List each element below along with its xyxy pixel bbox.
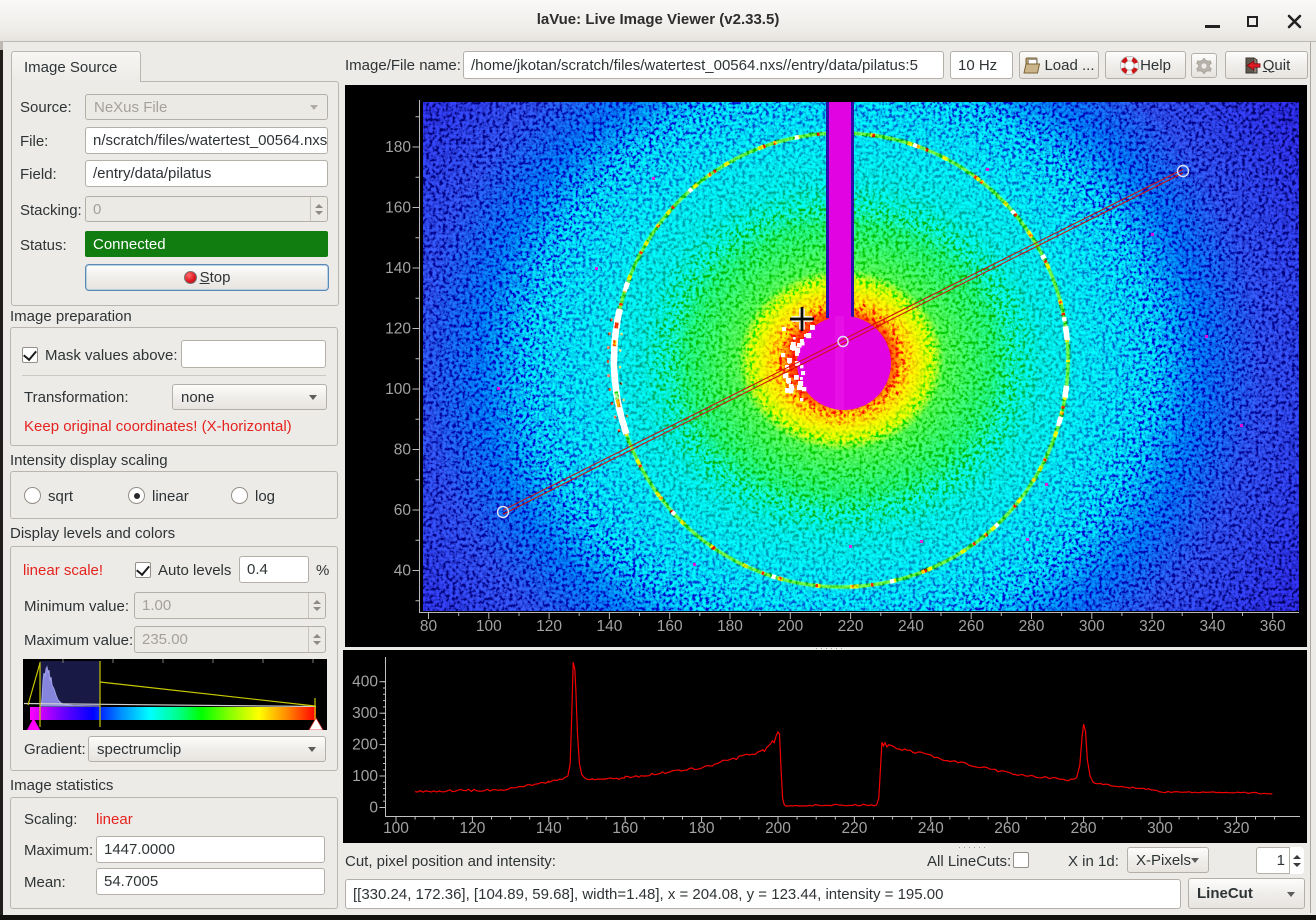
svg-text:320: 320 [1223, 820, 1249, 837]
svg-text:180: 180 [717, 618, 743, 635]
svg-text:240: 240 [918, 820, 944, 837]
svg-text:280: 280 [1019, 618, 1045, 635]
svg-text:300: 300 [1079, 618, 1105, 635]
svg-text:100: 100 [476, 618, 502, 635]
svg-text:140: 140 [596, 618, 622, 635]
svg-text:200: 200 [777, 618, 803, 635]
svg-text:260: 260 [994, 820, 1020, 837]
svg-text:40: 40 [394, 563, 412, 580]
svg-text:300: 300 [352, 705, 378, 722]
svg-text:240: 240 [898, 618, 924, 635]
svg-text:360: 360 [1260, 618, 1286, 635]
svg-text:140: 140 [385, 260, 411, 277]
svg-text:400: 400 [352, 674, 378, 691]
svg-text:200: 200 [765, 820, 791, 837]
svg-text:340: 340 [1199, 618, 1225, 635]
svg-text:100: 100 [352, 768, 378, 785]
svg-text:120: 120 [536, 618, 562, 635]
svg-text:160: 160 [385, 200, 411, 217]
svg-text:160: 160 [657, 618, 683, 635]
svg-text:80: 80 [420, 618, 438, 635]
svg-text:300: 300 [1147, 820, 1173, 837]
svg-text:60: 60 [394, 502, 412, 519]
svg-text:120: 120 [385, 321, 411, 338]
svg-text:180: 180 [689, 820, 715, 837]
svg-text:260: 260 [958, 618, 984, 635]
svg-text:120: 120 [459, 820, 485, 837]
svg-text:80: 80 [394, 442, 412, 459]
svg-text:280: 280 [1071, 820, 1097, 837]
svg-text:220: 220 [841, 820, 867, 837]
svg-text:220: 220 [838, 618, 864, 635]
svg-text:200: 200 [352, 737, 378, 754]
svg-text:320: 320 [1139, 618, 1165, 635]
svg-text:180: 180 [385, 139, 411, 156]
svg-text:140: 140 [536, 820, 562, 837]
svg-text:100: 100 [383, 820, 409, 837]
svg-text:100: 100 [385, 381, 411, 398]
svg-text:0: 0 [369, 800, 378, 817]
svg-text:160: 160 [612, 820, 638, 837]
